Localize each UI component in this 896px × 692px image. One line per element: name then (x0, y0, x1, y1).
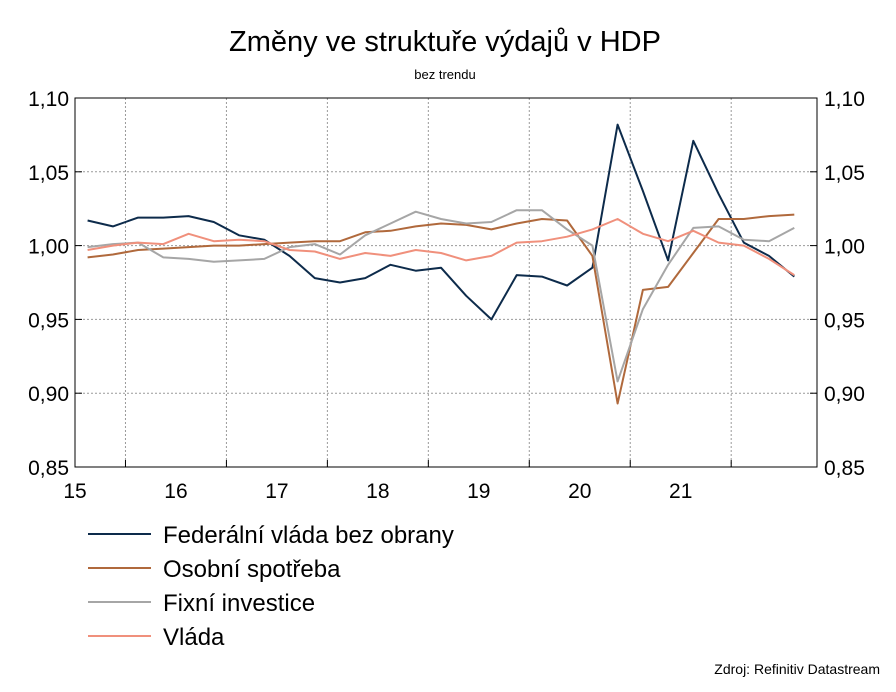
y-tick-label: 1,00 (824, 236, 865, 259)
chart-subtitle: bez trendu (414, 67, 475, 82)
y-tick-label: 1,05 (28, 162, 69, 185)
x-tick-label: 21 (669, 480, 692, 503)
y-tick-label: 1,10 (28, 88, 69, 111)
series-line-3 (87, 209, 795, 383)
x-tick-label: 17 (265, 480, 288, 503)
series-line-4 (87, 218, 795, 276)
x-tick-label: 15 (63, 480, 86, 503)
x-axis: 15 16 17 18 19 20 21 (63, 480, 692, 503)
x-tick-label: 16 (164, 480, 187, 503)
series-lines (87, 123, 795, 405)
legend-label: Osobní spotřeba (163, 556, 341, 583)
y-tick-label: 0,90 (824, 383, 865, 406)
y-tick-label: 0,85 (28, 457, 69, 480)
y-tick-label: 0,95 (28, 309, 69, 332)
y-tick-label: 1,05 (824, 162, 865, 185)
x-tick-label: 19 (467, 480, 490, 503)
plot-frame (74, 97, 818, 468)
legend: Federální vláda bez obrany Osobní spotřeb… (88, 522, 454, 651)
y-axis-left: 1,10 1,05 1,00 0,95 0,90 0,85 (28, 88, 69, 480)
y-axis-right: 1,10 1,05 1,00 0,95 0,90 0,85 (824, 88, 865, 480)
chart-title: Změny ve struktuře výdajů v HDP (229, 26, 661, 58)
series-line-1 (87, 123, 795, 321)
x-tick-label: 18 (366, 480, 389, 503)
y-tick-label: 1,00 (28, 236, 69, 259)
legend-label: Vláda (163, 624, 225, 651)
y-tick-label: 0,95 (824, 309, 865, 332)
tick-marks (75, 97, 817, 468)
gridlines (75, 98, 817, 467)
x-tick-label: 20 (568, 480, 591, 503)
series-line-2 (87, 213, 795, 405)
legend-label: Federální vláda bez obrany (163, 522, 454, 549)
y-tick-label: 0,90 (28, 383, 69, 406)
legend-label: Fixní investice (163, 590, 315, 617)
y-tick-label: 1,10 (824, 88, 865, 111)
source-note: Zdroj: Refinitiv Datastream (714, 661, 880, 677)
y-tick-label: 0,85 (824, 457, 865, 480)
